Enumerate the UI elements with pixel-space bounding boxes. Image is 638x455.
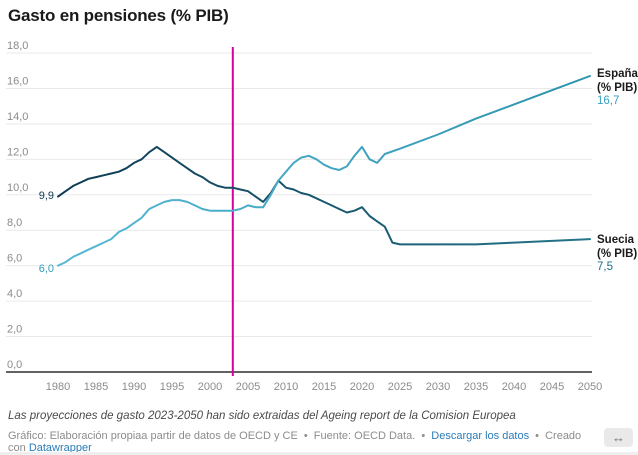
suecia-end-value: 7,5 bbox=[597, 261, 613, 273]
download-data-link[interactable]: Descargar los datos bbox=[431, 430, 530, 442]
suecia-series-label: Suecia (% PIB) 7,5 bbox=[597, 234, 638, 275]
y-tick-label: 8,0 bbox=[7, 217, 22, 229]
suecia-series-name: Suecia bbox=[597, 234, 635, 246]
suecia-start-value: 9,9 bbox=[38, 190, 54, 202]
x-tick-label: 2050 bbox=[578, 381, 602, 393]
series-line-españa[interactable] bbox=[57, 75, 591, 267]
espana-series-label: España (% PIB) 16,7 bbox=[597, 68, 638, 109]
footer-note: Las proyecciones de gasto 2023-2050 han … bbox=[8, 410, 516, 422]
x-tick-label: 2025 bbox=[388, 381, 412, 393]
y-tick-label: 10,0 bbox=[7, 182, 28, 194]
separator-dot: • bbox=[303, 430, 308, 442]
y-tick-label: 6,0 bbox=[7, 253, 22, 265]
y-tick-label: 0,0 bbox=[7, 359, 22, 371]
x-tick-label: 2045 bbox=[540, 381, 564, 393]
x-tick-label: 2040 bbox=[502, 381, 526, 393]
resize-arrows-icon: ↔ bbox=[612, 430, 625, 445]
y-tick-label: 12,0 bbox=[7, 146, 28, 158]
y-tick-label: 4,0 bbox=[7, 288, 22, 300]
x-tick-label: 1990 bbox=[122, 381, 146, 393]
x-tick-label: 1995 bbox=[160, 381, 184, 393]
page-title: Gasto en pensiones (% PIB) bbox=[8, 6, 229, 25]
x-tick-label: 2015 bbox=[312, 381, 336, 393]
y-tick-label: 18,0 bbox=[7, 40, 28, 52]
resize-button[interactable]: ↔ bbox=[604, 428, 633, 447]
separator-dot: • bbox=[421, 430, 426, 442]
created-with-text: Creado con bbox=[8, 430, 582, 454]
x-tick-label: 2005 bbox=[236, 381, 260, 393]
y-tick-label: 14,0 bbox=[7, 111, 28, 123]
espana-start-value: 6,0 bbox=[38, 263, 54, 275]
y-tick-label: 2,0 bbox=[7, 324, 22, 336]
espana-series-unit: (% PIB) bbox=[597, 81, 638, 94]
espana-end-value: 16,7 bbox=[597, 95, 620, 107]
source-text: Fuente: OECD Data. bbox=[313, 430, 416, 442]
x-tick-label: 2020 bbox=[350, 381, 374, 393]
credit-text: Gráfico: Elaboración propiaa partir de d… bbox=[8, 430, 298, 442]
x-tick-label: 2035 bbox=[464, 381, 488, 393]
x-tick-label: 1985 bbox=[84, 381, 108, 393]
x-tick-label: 1980 bbox=[46, 381, 70, 393]
espana-series-name: España bbox=[597, 68, 638, 80]
x-tick-label: 2000 bbox=[198, 381, 222, 393]
footer-credit: Gráfico: Elaboración propiaa partir de d… bbox=[8, 430, 598, 454]
x-tick-label: 2030 bbox=[426, 381, 450, 393]
suecia-series-unit: (% PIB) bbox=[597, 247, 638, 260]
y-tick-label: 16,0 bbox=[7, 75, 28, 87]
x-tick-label: 2010 bbox=[274, 381, 298, 393]
bottom-divider bbox=[0, 452, 638, 455]
separator-dot: • bbox=[535, 430, 540, 442]
series-line-suecia[interactable] bbox=[57, 145, 591, 246]
datawrapper-link[interactable]: Datawrapper bbox=[28, 442, 92, 454]
